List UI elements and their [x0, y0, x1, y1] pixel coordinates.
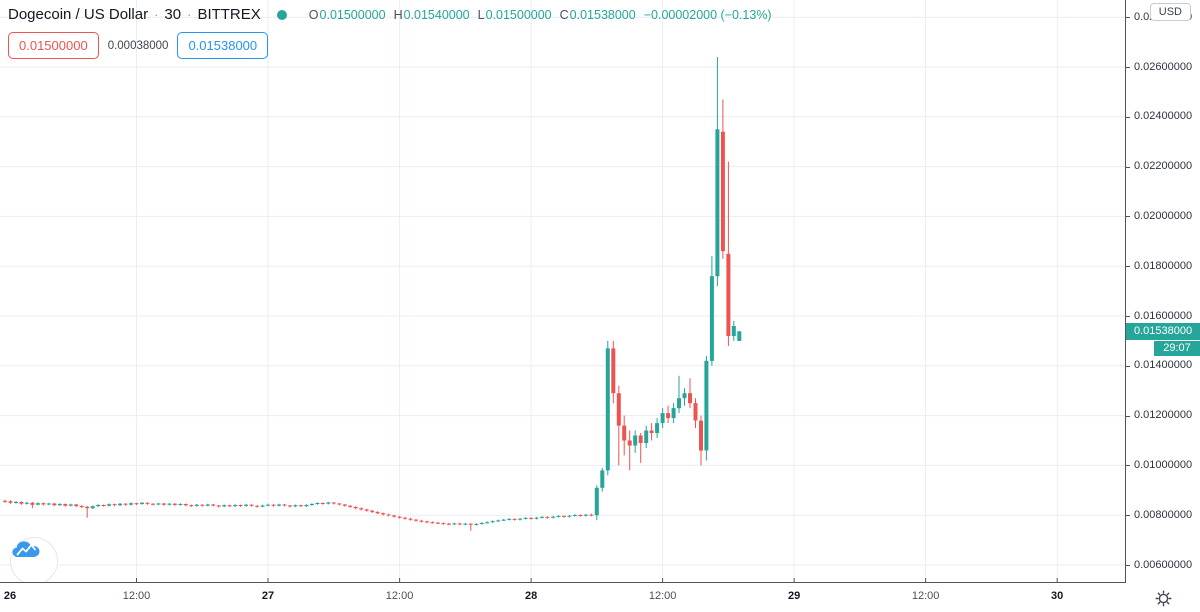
change-value: −0.00002000 (−0.13%) — [643, 7, 772, 22]
price-axis-label: 0.00800000 — [1134, 508, 1193, 521]
price-axis-tick — [1126, 415, 1130, 417]
currency-unit-button[interactable]: USD — [1149, 3, 1191, 21]
price-axis-tick — [1126, 17, 1130, 19]
separator-dot: · — [154, 7, 159, 22]
price-axis-label: 0.01200000 — [1134, 409, 1193, 422]
bar-countdown-badge: 29:07 — [1154, 340, 1200, 356]
price-axis-label: 0.02000000 — [1134, 209, 1193, 222]
time-axis-label: 12:00 — [648, 590, 677, 602]
price-axis-tick — [1126, 166, 1130, 168]
time-axis-label: 30 — [1051, 590, 1064, 602]
open-label: O — [308, 7, 319, 22]
price-axis-label: 0.01000000 — [1134, 458, 1193, 471]
time-axis-label: 12:00 — [911, 590, 940, 602]
ohlc-readout: O 0.01500000 H 0.01540000 L 0.01500000 C 0.0… — [301, 8, 772, 22]
market-status-icon — [276, 9, 287, 20]
buy-price-button[interactable]: 0.01538000 — [177, 32, 269, 59]
close-value: 0.01538000 — [569, 7, 636, 22]
spread-value: 0.00038000 — [107, 39, 169, 52]
candlestick-plot — [0, 0, 1125, 583]
time-axis-label: 26 — [3, 590, 17, 602]
time-axis-label: 12:00 — [122, 590, 151, 602]
time-axis-label: 27 — [261, 590, 275, 602]
mountain-cloud-icon — [12, 541, 40, 557]
exchange-logo[interactable] — [10, 537, 58, 583]
high-value: 0.01540000 — [403, 7, 470, 22]
time-axis-label: 29 — [787, 590, 801, 602]
last-price-badge: 0.01538000 — [1126, 322, 1200, 340]
price-axis-tick — [1126, 216, 1130, 218]
price-axis-tick — [1126, 266, 1130, 268]
price-axis-tick — [1126, 316, 1130, 317]
sell-price-button[interactable]: 0.01500000 — [8, 32, 99, 59]
price-axis-tick — [1126, 565, 1130, 566]
trade-panel: 0.01500000 0.00038000 0.01538000 — [8, 32, 772, 59]
price-axis-tick — [1126, 67, 1130, 68]
separator-dot: · — [187, 7, 192, 22]
chart-legend: Dogecoin / US Dollar · 30 · BITTREX O 0.0… — [8, 6, 772, 59]
price-axis-label: 0.02200000 — [1134, 160, 1193, 173]
axis-settings-corner — [1126, 584, 1200, 612]
price-axis-label: 0.01600000 — [1134, 309, 1193, 322]
price-axis-label: 0.00600000 — [1134, 558, 1193, 571]
open-value: 0.01500000 — [319, 7, 386, 22]
time-axis-label: 28 — [524, 590, 538, 602]
price-axis-label: 0.01800000 — [1134, 259, 1193, 272]
interval-label: 30 — [164, 6, 182, 23]
price-axis-label: 0.02400000 — [1134, 110, 1193, 123]
price-axis[interactable]: USD 0.01538000 29:07 0.028000000.0260000… — [1125, 0, 1200, 583]
price-axis-tick — [1126, 515, 1130, 517]
low-label: L — [477, 7, 485, 22]
time-axis[interactable]: 26 12:00 27 12:00 28 12:00 29 12:00 30 — [0, 582, 1200, 612]
close-label: C — [559, 7, 569, 22]
price-axis-tick — [1126, 465, 1130, 467]
high-label: H — [393, 7, 403, 22]
symbol-title-row: Dogecoin / US Dollar · 30 · BITTREX O 0.0… — [8, 6, 772, 23]
low-value: 0.01500000 — [485, 7, 552, 22]
exchange-label: BITTREX — [197, 6, 261, 23]
price-chart-canvas[interactable]: Dogecoin / US Dollar · 30 · BITTREX O 0.0… — [0, 0, 1125, 583]
symbol-name: Dogecoin / US Dollar — [8, 6, 149, 23]
price-axis-label: 0.02600000 — [1134, 60, 1193, 73]
time-axis-label: 12:00 — [385, 590, 414, 602]
gear-icon[interactable] — [1155, 590, 1172, 607]
price-axis-tick — [1126, 365, 1130, 367]
price-axis-label: 0.01400000 — [1134, 359, 1193, 372]
price-axis-tick — [1126, 116, 1130, 118]
